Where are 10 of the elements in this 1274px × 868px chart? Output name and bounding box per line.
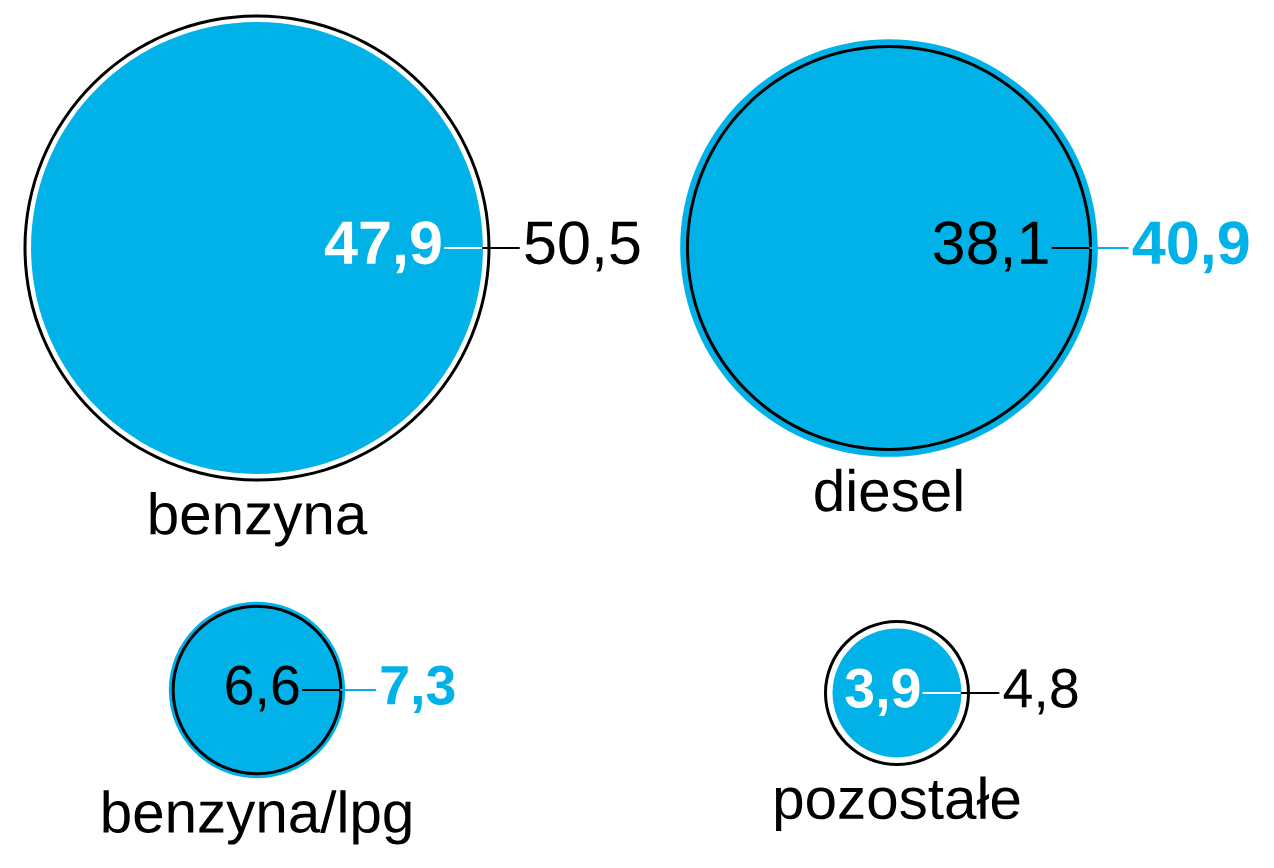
data-label: 4,8 <box>1003 668 1078 715</box>
data-label: 47,9 <box>324 221 441 274</box>
data-label: 38,1 <box>933 221 1048 272</box>
data-label: 40,9 <box>1132 221 1249 274</box>
category-label: benzyna <box>150 492 368 547</box>
data-label: 50,5 <box>525 221 640 272</box>
category-label: diesel <box>815 468 962 512</box>
data-label: 7,3 <box>381 665 455 713</box>
category-label: benzyna/lpg <box>103 790 411 845</box>
category-label: pozostałe <box>775 776 1020 831</box>
